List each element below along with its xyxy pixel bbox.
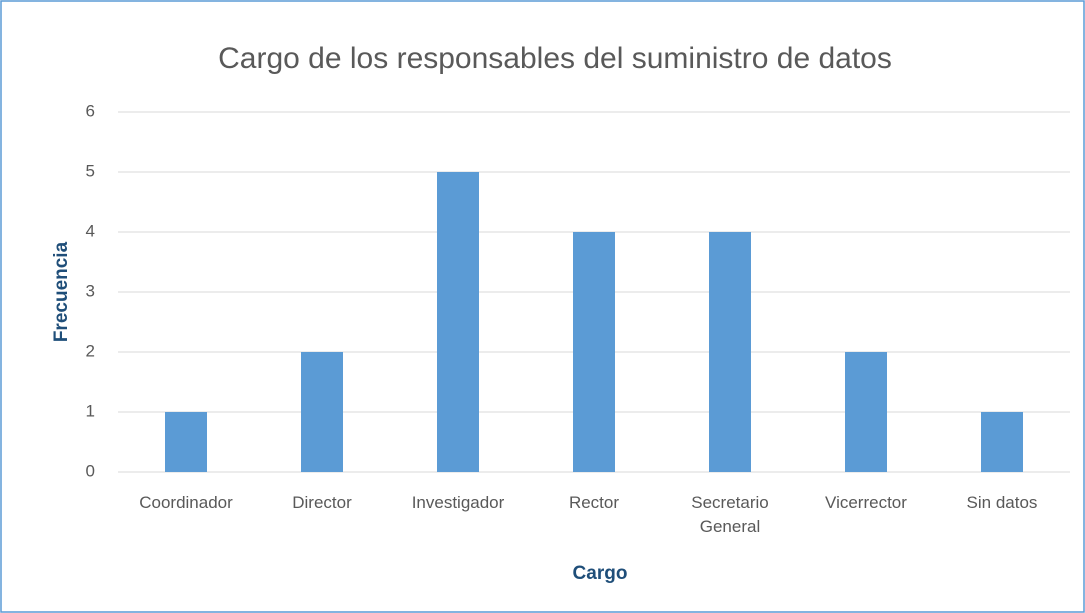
x-tick-label: Secretario General — [691, 493, 769, 536]
x-tick-label: Director — [292, 493, 352, 512]
y-tick-label: 1 — [86, 401, 95, 420]
y-tick-label: 5 — [86, 161, 95, 180]
bar — [165, 412, 207, 472]
x-tick-label: Investigador — [411, 493, 505, 512]
bar — [981, 412, 1023, 472]
x-tick-label: Rector — [568, 493, 620, 512]
y-tick-label: 3 — [86, 281, 95, 300]
y-axis-label: Frecuencia — [51, 241, 72, 342]
y-tick-label: 2 — [86, 341, 95, 360]
x-tick-label: Vicerrector — [825, 493, 907, 512]
x-tick-label: Coordinador — [139, 493, 233, 512]
bar — [709, 232, 751, 472]
bar — [301, 352, 343, 472]
y-tick-label: 6 — [86, 101, 95, 120]
y-tick-label: 4 — [86, 221, 95, 240]
bar — [437, 172, 479, 472]
x-tick-label: Sin datos — [966, 493, 1038, 512]
bar — [573, 232, 615, 472]
bar — [845, 352, 887, 472]
chart-title: Cargo de los responsables del suministro… — [218, 42, 892, 75]
y-tick-label: 0 — [86, 461, 95, 480]
x-axis-label: Cargo — [573, 563, 628, 584]
